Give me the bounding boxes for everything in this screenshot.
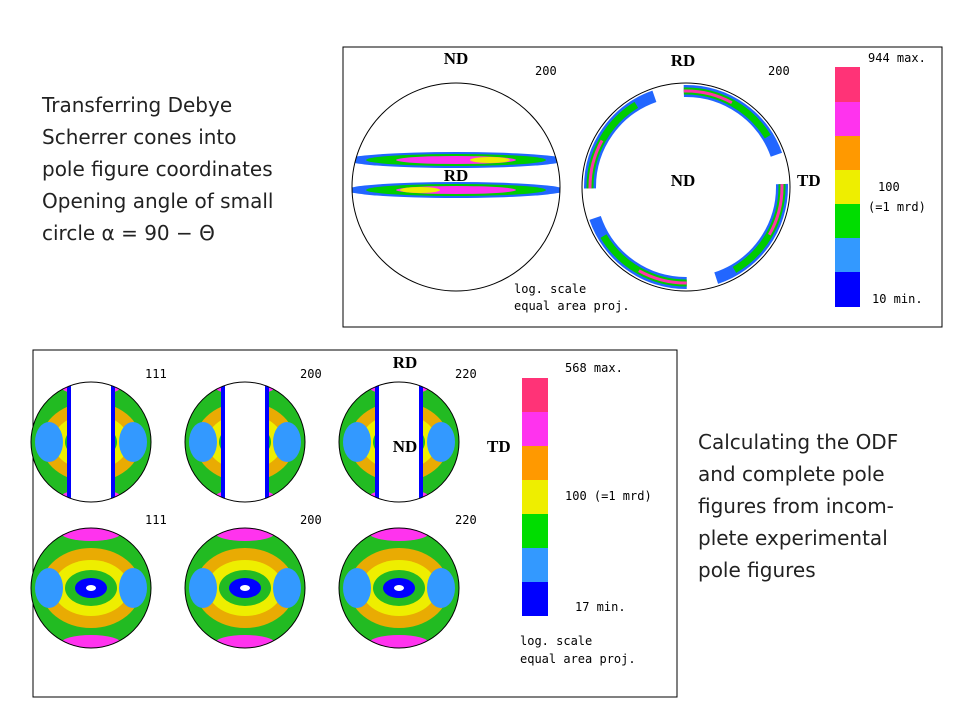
contour: [225, 382, 265, 502]
hkl-label: 220: [455, 367, 477, 381]
scale-label: 100: [878, 180, 900, 194]
scale-label: 17 min.: [575, 600, 626, 614]
hkl-label: 200: [768, 64, 790, 78]
pole-figure: [185, 382, 305, 502]
scale-label: (=1 mrd): [868, 200, 926, 214]
contour: [71, 382, 111, 502]
axis-label: RD: [444, 166, 469, 185]
hkl-label: 111: [145, 513, 167, 527]
axis-label: RD: [671, 51, 696, 70]
contour: [427, 568, 455, 608]
contour: [427, 422, 455, 462]
contour: [273, 568, 301, 608]
hkl-label: 200: [300, 367, 322, 381]
pole-figure-outline: [351, 82, 561, 292]
pole-figure: [339, 382, 459, 502]
pole-figure: [185, 528, 305, 648]
contour: [394, 585, 404, 591]
note: equal area proj.: [514, 299, 630, 313]
hkl-label: 111: [145, 367, 167, 381]
bottom-panel: 111 200 220 111 200 220 RD ND TD 568 max…: [30, 349, 678, 698]
axis-label: RD: [393, 353, 418, 372]
note: log. scale: [514, 282, 586, 296]
text-line: figures from incom-: [698, 494, 894, 518]
contour: [184, 527, 306, 649]
contour: [240, 585, 250, 591]
pole-figure: [352, 152, 560, 198]
text-line: pole figure coordinates: [42, 157, 273, 181]
contour: [119, 568, 147, 608]
contour: [273, 422, 301, 462]
contour: [338, 527, 460, 649]
contour: [35, 422, 63, 462]
contour: [86, 585, 96, 591]
contour: [343, 422, 371, 462]
hkl-label: 220: [455, 513, 477, 527]
color-scale: [522, 378, 548, 616]
axis-label: ND: [393, 437, 418, 456]
hkl-label: 200: [535, 64, 557, 78]
contour: [338, 381, 460, 503]
text-line: Transferring Debye: [41, 93, 232, 117]
pole-figure: [581, 82, 791, 292]
contour: [343, 568, 371, 608]
axis-label: TD: [487, 437, 511, 456]
contour: [30, 527, 152, 649]
text-line: Opening angle of small: [42, 189, 273, 213]
top-text: Transferring Debye Scherrer cones into p…: [41, 93, 273, 245]
text-line: Calculating the ODF: [698, 430, 898, 454]
text-line: pole figures: [698, 558, 816, 582]
text-line: Scherrer cones into: [42, 125, 237, 149]
hkl-label: 200: [300, 513, 322, 527]
pole-figure: [31, 528, 151, 648]
contour: [35, 568, 63, 608]
scale-label: 10 min.: [872, 292, 923, 306]
pole-figure: [31, 382, 151, 502]
pole-figures: [30, 381, 460, 649]
color-scale: [835, 67, 860, 307]
axis-label: ND: [671, 171, 696, 190]
note: equal area proj.: [520, 652, 636, 666]
contour: [30, 381, 152, 503]
text-line: circle α = 90 − Θ: [42, 221, 215, 245]
scale-label: 100 (=1 mrd): [565, 489, 652, 503]
top-panel: ND 200 RD RD 200 ND TD 944 max. 100 (=1 …: [342, 46, 943, 328]
contour: [184, 381, 306, 503]
axis-label: ND: [444, 49, 469, 68]
note: log. scale: [520, 634, 592, 648]
text-line: and complete pole: [698, 462, 885, 486]
scale-label: 568 max.: [565, 361, 623, 375]
contour: [379, 382, 419, 502]
contour: [189, 568, 217, 608]
contour: [189, 422, 217, 462]
bottom-text: Calculating the ODF and complete pole fi…: [698, 430, 898, 582]
text-line: plete experimental: [698, 526, 888, 550]
contour: [119, 422, 147, 462]
axis-label: TD: [797, 171, 821, 190]
scale-label: 944 max.: [868, 51, 926, 65]
